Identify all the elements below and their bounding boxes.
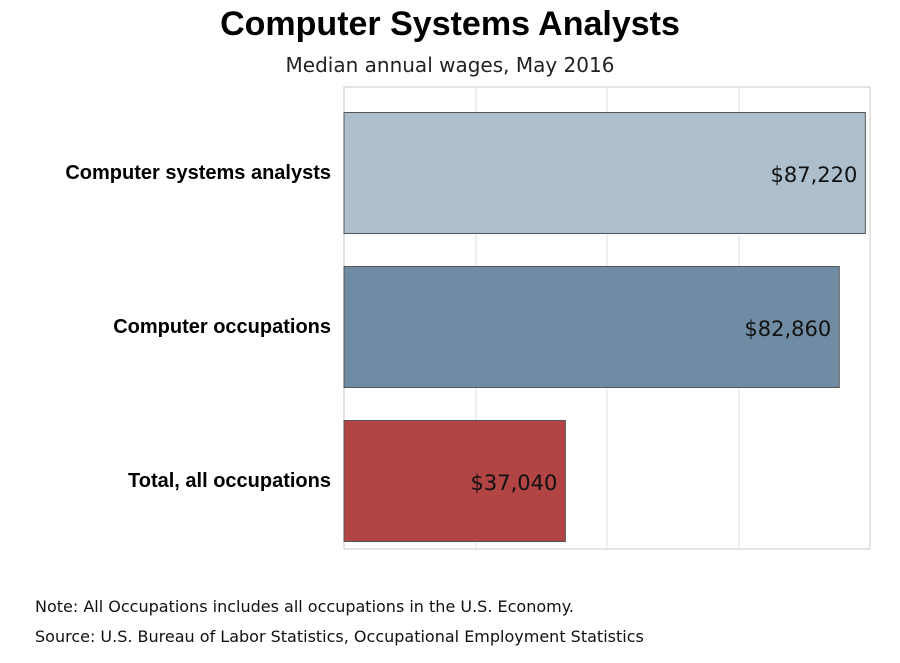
- chart-title: Computer Systems Analysts: [220, 5, 680, 43]
- chart-subtitle: Median annual wages, May 2016: [285, 53, 615, 77]
- category-label-1: Computer systems analysts: [65, 162, 331, 184]
- value-label-1: $87,220: [770, 163, 857, 187]
- category-label-3: Total, all occupations: [128, 470, 331, 492]
- value-label-3: $37,040: [471, 471, 558, 495]
- category-label-2: Computer occupations: [113, 316, 331, 338]
- footnote: Note: All Occupations includes all occup…: [35, 597, 574, 616]
- source-note: Source: U.S. Bureau of Labor Statistics,…: [35, 627, 644, 646]
- bar-3: [343, 420, 566, 542]
- bar-1: [343, 112, 866, 234]
- value-label-2: $82,860: [744, 317, 831, 341]
- bar-2: [343, 266, 840, 388]
